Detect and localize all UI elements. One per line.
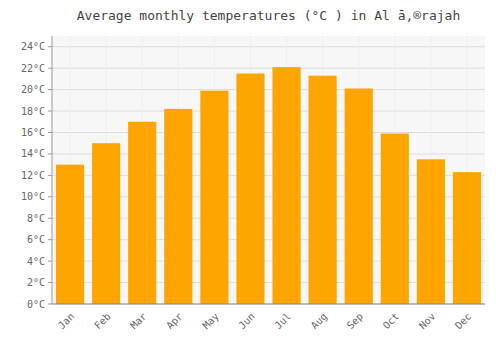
bar xyxy=(200,91,228,304)
y-tick xyxy=(48,218,52,219)
y-tick-label: 6°C xyxy=(27,234,45,245)
y-tick xyxy=(48,196,52,197)
bar xyxy=(164,109,192,304)
y-tick xyxy=(48,153,52,154)
bar xyxy=(345,89,373,304)
title: Average monthly temperatures (°C ) in Al… xyxy=(77,8,461,23)
x-axis-line xyxy=(52,304,485,305)
y-tick-label: 16°C xyxy=(21,127,45,138)
bar xyxy=(381,134,409,304)
y-tick xyxy=(48,89,52,90)
x-tick-label: Oct xyxy=(381,311,402,332)
x-tick-label: Mar xyxy=(128,311,149,332)
y-tick xyxy=(48,239,52,240)
bar xyxy=(92,143,120,304)
bar xyxy=(56,165,84,304)
y-tick xyxy=(48,261,52,262)
x-tick-label: Feb xyxy=(92,311,113,332)
y-axis-line xyxy=(52,36,53,304)
bar xyxy=(272,67,300,304)
y-tick xyxy=(48,175,52,176)
y-grid-line xyxy=(52,46,485,47)
plot-area xyxy=(52,36,485,304)
y-tick-label: 18°C xyxy=(21,106,45,117)
bar xyxy=(309,76,337,304)
x-tick-label: May xyxy=(200,311,221,332)
y-tick-label: 4°C xyxy=(27,256,45,267)
y-tick-label: 22°C xyxy=(21,63,45,74)
y-tick-label: 12°C xyxy=(21,170,45,181)
x-tick-label: Jul xyxy=(272,311,293,332)
y-tick-label: 24°C xyxy=(21,41,45,52)
y-tick-label: 10°C xyxy=(21,191,45,202)
y-grid-line xyxy=(52,68,485,69)
bar xyxy=(453,172,481,304)
bar xyxy=(417,159,445,304)
x-tick-label: Jan xyxy=(56,311,77,332)
y-tick-label: 8°C xyxy=(27,213,45,224)
bars xyxy=(56,67,481,304)
x-tick-label: Aug xyxy=(309,311,330,332)
y-tick xyxy=(48,304,52,305)
y-tick-label: 0°C xyxy=(27,299,45,310)
x-tick-label: Apr xyxy=(164,311,185,332)
y-grid-line xyxy=(52,89,485,90)
y-tick xyxy=(48,282,52,283)
bar xyxy=(236,74,264,304)
y-tick xyxy=(48,111,52,112)
y-tick-label: 20°C xyxy=(21,84,45,95)
y-tick-label: 2°C xyxy=(27,277,45,288)
y-grid-line xyxy=(52,304,485,305)
x-tick-label: Sep xyxy=(345,311,366,332)
x-tick-label: Jun xyxy=(236,311,257,332)
y-grid-line xyxy=(52,132,485,133)
y-tick-label: 14°C xyxy=(21,148,45,159)
x-tick-label: Nov xyxy=(417,311,438,332)
bar xyxy=(128,122,156,304)
y-tick xyxy=(48,132,52,133)
y-grid-line xyxy=(52,111,485,112)
chart: 0°C 2°C 4°C 6°C 8°C 10°C 12°C 14°C 16°C 18°C 20°C 2… xyxy=(0,0,500,350)
y-tick xyxy=(48,68,52,69)
y-tick xyxy=(48,46,52,47)
x-tick-label: Dec xyxy=(453,311,474,332)
